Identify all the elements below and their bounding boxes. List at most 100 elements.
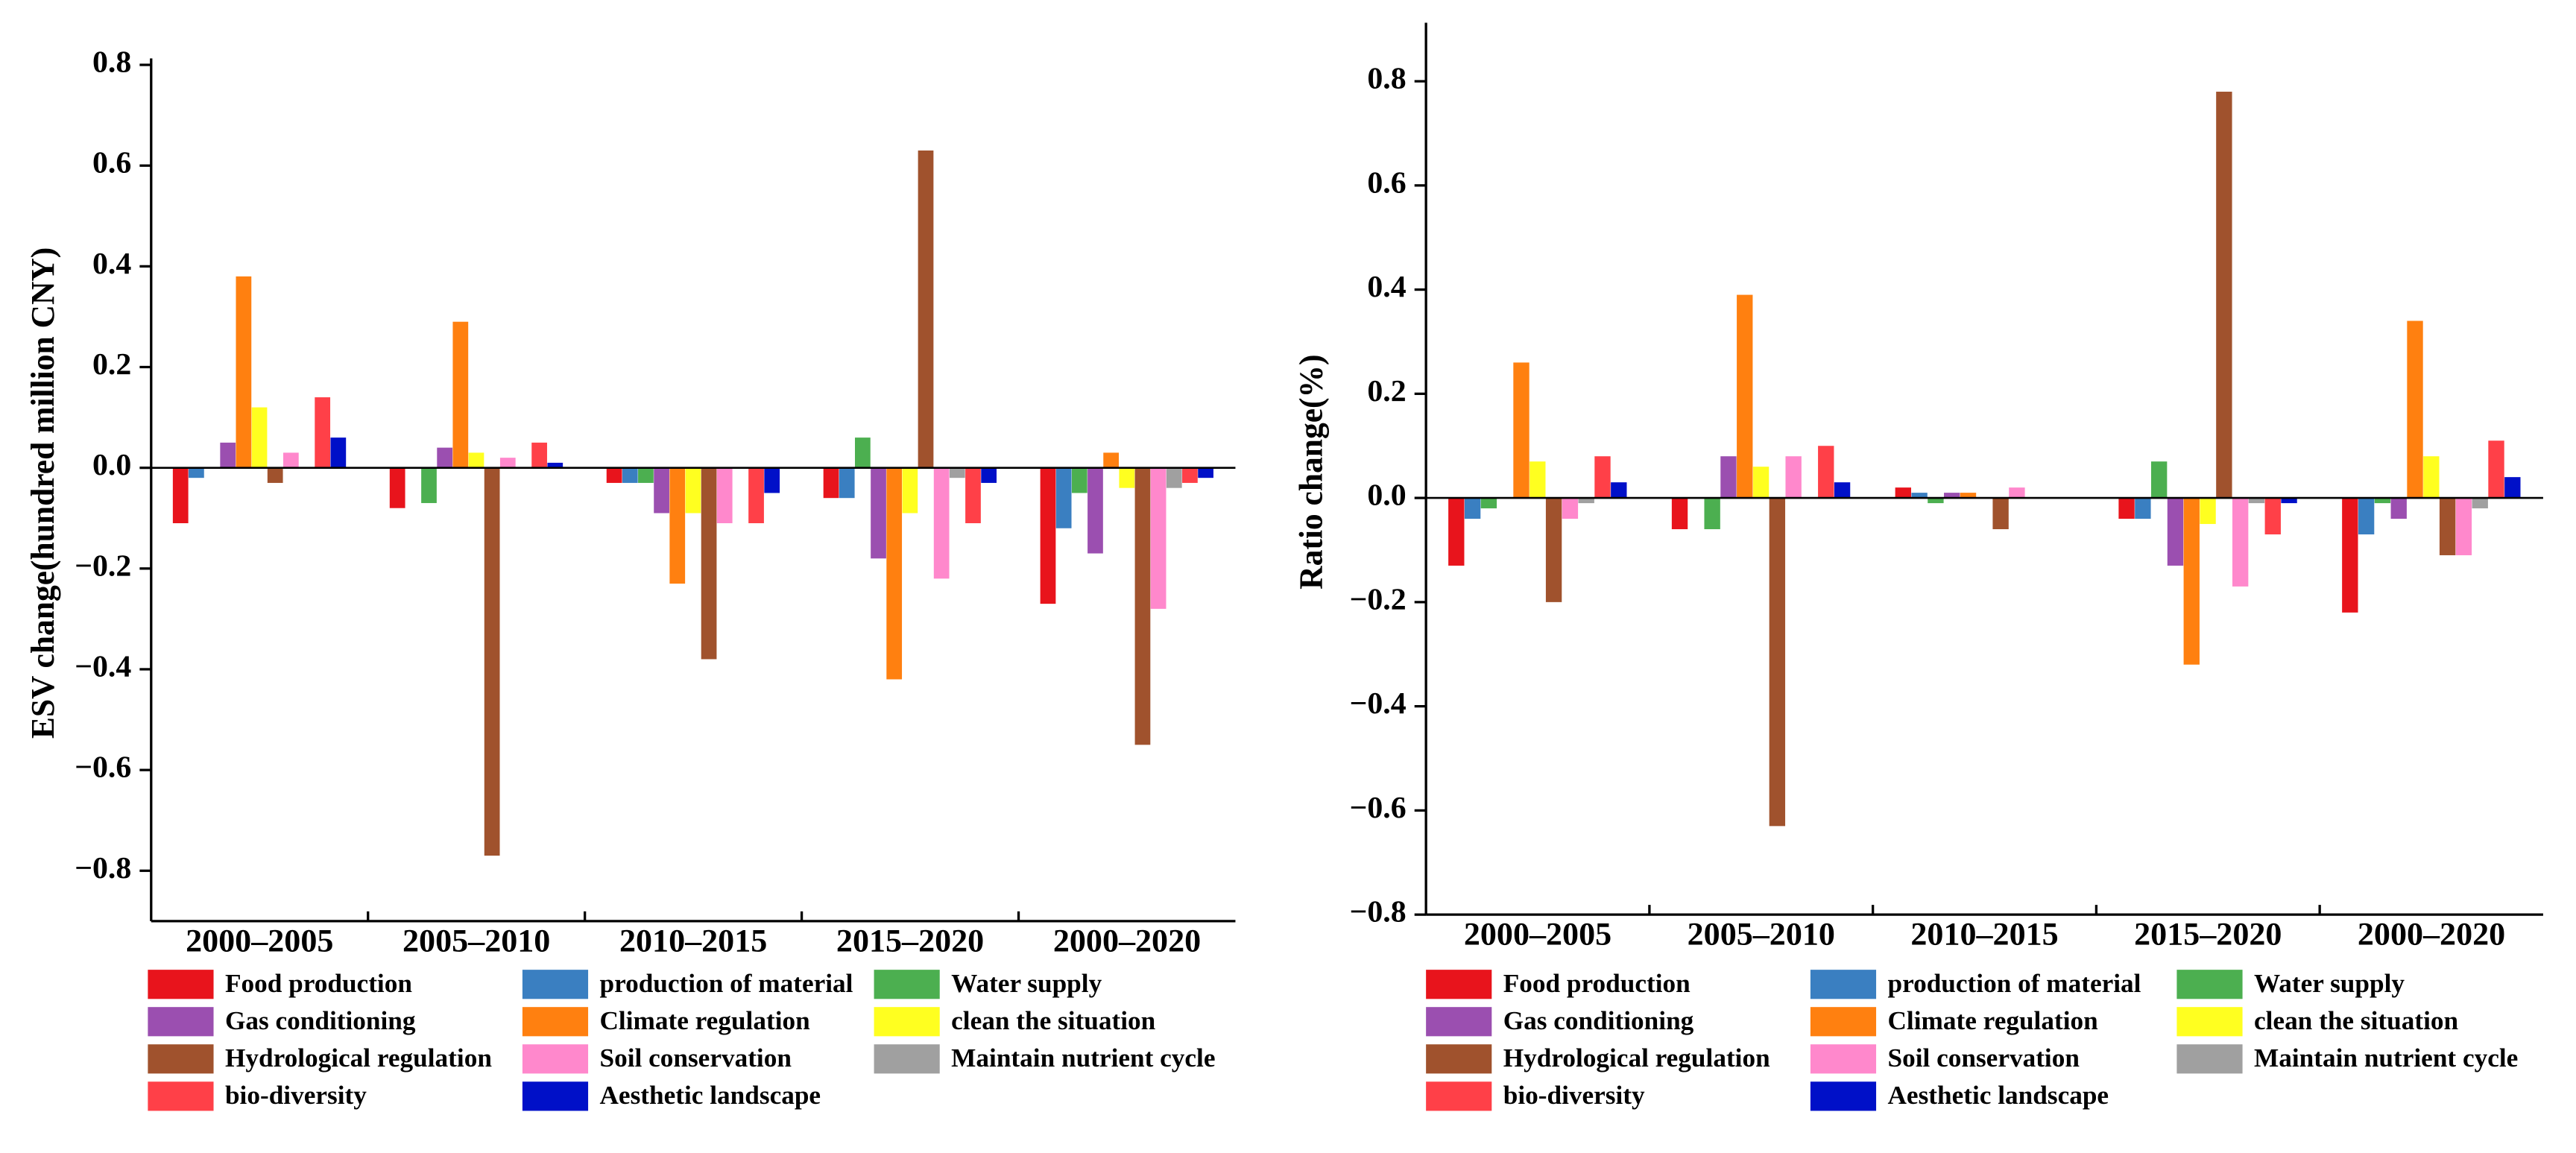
- bar: [669, 467, 686, 584]
- bar: [1671, 498, 1688, 530]
- bar: [2183, 498, 2200, 665]
- chart: −0.8 −0.6 −0.4 −0.2 0.0 0.2 0.4 0.6 0.8 2000–2005…: [25, 45, 1236, 1111]
- bar: [531, 442, 547, 468]
- bar: [638, 467, 654, 483]
- bar: [1818, 446, 1834, 499]
- legend-label: Water supply: [951, 969, 1102, 998]
- legend-swatch: [1426, 1044, 1492, 1074]
- legend-label: bio-diversity: [1503, 1081, 1645, 1110]
- bar: [1834, 482, 1851, 499]
- bar: [468, 452, 484, 468]
- y-tick-label: −0.6: [1350, 790, 1407, 824]
- y-tick-label: −0.4: [75, 649, 131, 683]
- bar: [2472, 498, 2488, 509]
- bar: [2264, 498, 2281, 535]
- legend-label: Climate regulation: [599, 1006, 809, 1035]
- x-tick-label: 2005–2010: [1688, 917, 1835, 953]
- bar: [2488, 440, 2504, 499]
- bar: [2281, 498, 2297, 504]
- legend-label: clean the situation: [951, 1006, 1155, 1035]
- bar: [1752, 467, 1770, 499]
- bar: [1071, 467, 1087, 493]
- legend-swatch: [522, 1081, 589, 1111]
- x-tick-label: 2000–2005: [1464, 917, 1611, 953]
- bar: [1166, 467, 1182, 488]
- bar: [1513, 362, 1530, 499]
- y-tick-label: 0.4: [1367, 269, 1407, 303]
- bar: [1448, 498, 1465, 566]
- legend-swatch: [522, 1007, 589, 1037]
- bar: [823, 467, 839, 499]
- x-tick-label: 2000–2005: [186, 923, 333, 959]
- legend-swatch: [2176, 1007, 2243, 1037]
- legend-swatch: [148, 970, 214, 999]
- y-tick-label: −0.2: [1350, 582, 1407, 616]
- bar: [282, 452, 299, 468]
- legend-swatch: [1810, 1007, 1877, 1037]
- legend-label: Food production: [1503, 969, 1690, 998]
- legend-swatch: [874, 1044, 940, 1074]
- bar: [839, 467, 855, 499]
- legend-swatch: [522, 1044, 589, 1074]
- legend-label: Soil conservation: [1887, 1043, 2079, 1073]
- bar: [2167, 498, 2184, 566]
- bar: [1150, 467, 1167, 609]
- legend-label: production of material: [1887, 969, 2141, 998]
- bar: [855, 437, 871, 468]
- legend-swatch: [148, 1081, 214, 1111]
- y-tick-label: −0.8: [1350, 894, 1407, 929]
- bar: [918, 150, 934, 468]
- legend-label: production of material: [599, 969, 853, 998]
- x-tick-label: 2000–2020: [2358, 917, 2505, 953]
- bar: [902, 467, 918, 514]
- bar: [654, 467, 669, 514]
- bar: [2455, 498, 2472, 555]
- bar: [1530, 461, 1546, 499]
- legend-swatch: [148, 1044, 214, 1074]
- bar: [172, 467, 189, 523]
- bar: [2439, 498, 2456, 555]
- bar: [251, 407, 268, 468]
- y-tick-label: 0.8: [1367, 61, 1406, 95]
- bar: [1055, 467, 1072, 528]
- bar: [1594, 456, 1611, 499]
- bar: [1737, 294, 1753, 499]
- legend-label: Gas conditioning: [1503, 1006, 1694, 1035]
- legend-label: bio-diversity: [225, 1081, 367, 1110]
- bar: [2423, 456, 2440, 499]
- legend-label: Hydrological regulation: [1503, 1043, 1770, 1073]
- y-axis-title: ESV change(hundred million CNY): [25, 247, 61, 739]
- y-tick-label: 0.8: [92, 45, 131, 79]
- bar: [1562, 498, 1579, 519]
- bar: [2358, 498, 2375, 535]
- legend-swatch: [1426, 1007, 1492, 1037]
- y-tick-label: 0.6: [1367, 165, 1406, 200]
- bar: [315, 397, 331, 468]
- bar: [189, 467, 204, 478]
- legend-label: Gas conditioning: [225, 1006, 416, 1035]
- bar: [499, 458, 516, 468]
- x-tick-label: 2015–2020: [836, 923, 984, 959]
- bar: [748, 467, 764, 523]
- bar: [933, 467, 950, 579]
- legend-label: Soil conservation: [599, 1043, 791, 1073]
- y-tick-label: 0.4: [92, 246, 132, 280]
- legend-label: Maintain nutrient cycle: [951, 1043, 1215, 1073]
- bar: [1103, 452, 1119, 468]
- legend-label: clean the situation: [2254, 1006, 2458, 1035]
- legend-swatch: [148, 1007, 214, 1037]
- bar: [2216, 92, 2232, 499]
- bar: [2407, 320, 2423, 499]
- bar: [220, 442, 236, 468]
- bar: [1040, 467, 1056, 604]
- bar: [764, 467, 780, 493]
- bar: [1464, 498, 1481, 519]
- legend-swatch: [2176, 1044, 2243, 1074]
- legend-label: Aesthetic landscape: [599, 1081, 821, 1110]
- legend-swatch: [1426, 1081, 1492, 1111]
- bar: [1545, 498, 1562, 602]
- bar: [2390, 498, 2407, 519]
- bar: [2248, 498, 2265, 504]
- bar: [981, 467, 997, 483]
